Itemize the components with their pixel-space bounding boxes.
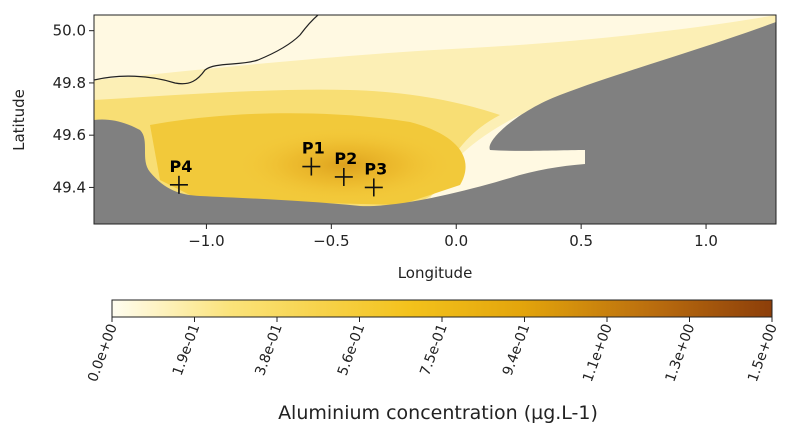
colorbar-tick-label: 5.6e-01	[335, 322, 368, 378]
sampling-point-p4: P4	[170, 157, 193, 194]
colorbar-tick-label: 1.3e+00	[663, 322, 699, 384]
sampling-point-p2: P2	[334, 149, 357, 186]
point-label: P2	[334, 149, 357, 168]
colorbar-tick-label: 1.1e+00	[580, 322, 616, 384]
colorbar-title: Aluminium concentration (µg.L-1)	[278, 402, 598, 424]
x-tick-label: −0.5	[313, 232, 349, 250]
coastline-north	[94, 15, 319, 85]
colorbar-tick-label: 0.0e+00	[85, 322, 121, 384]
sampling-points: P1 P2 P3 P4	[170, 139, 387, 197]
colorbar-tick-label: 3.8e-01	[252, 322, 285, 378]
x-tick-label: 1.0	[694, 232, 718, 250]
sampling-point-p3: P3	[364, 159, 387, 197]
colorbar-gradient	[111, 299, 773, 318]
colorbar-ticks: 0.0e+00 1.9e-01 3.8e-01 5.6e-01 7.5e-01 9.4e-…	[85, 317, 781, 384]
sampling-point-p1: P1	[302, 139, 325, 176]
land-south	[94, 22, 776, 224]
y-axis-title: Latitude	[10, 89, 28, 151]
x-tick-label: −1.0	[188, 232, 224, 250]
y-tick-label: 50.0	[53, 22, 86, 40]
colorbar-tick-label: 1.5e+00	[745, 322, 781, 384]
point-label: P4	[170, 157, 193, 176]
x-tick-label: 0.5	[569, 232, 593, 250]
colorbar-tick-label: 1.9e-01	[170, 322, 203, 378]
point-label: P1	[302, 139, 325, 158]
y-tick-label: 49.6	[53, 126, 86, 144]
map-frame	[93, 14, 777, 225]
concentration-hotspot	[235, 127, 455, 203]
map-axes: −1.0 −0.5 0.0 0.5 1.0 49.4 49.6 49.8 50.0	[53, 22, 718, 250]
y-tick-label: 49.8	[53, 74, 86, 92]
colorbar-tick-label: 9.4e-01	[500, 322, 533, 378]
point-label: P3	[364, 159, 387, 178]
y-tick-label: 49.4	[53, 178, 86, 196]
map-plot-area	[94, 15, 776, 224]
colorbar-tick-label: 7.5e-01	[417, 322, 450, 378]
x-axis-title: Longitude	[398, 264, 473, 282]
x-tick-label: 0.0	[444, 232, 468, 250]
